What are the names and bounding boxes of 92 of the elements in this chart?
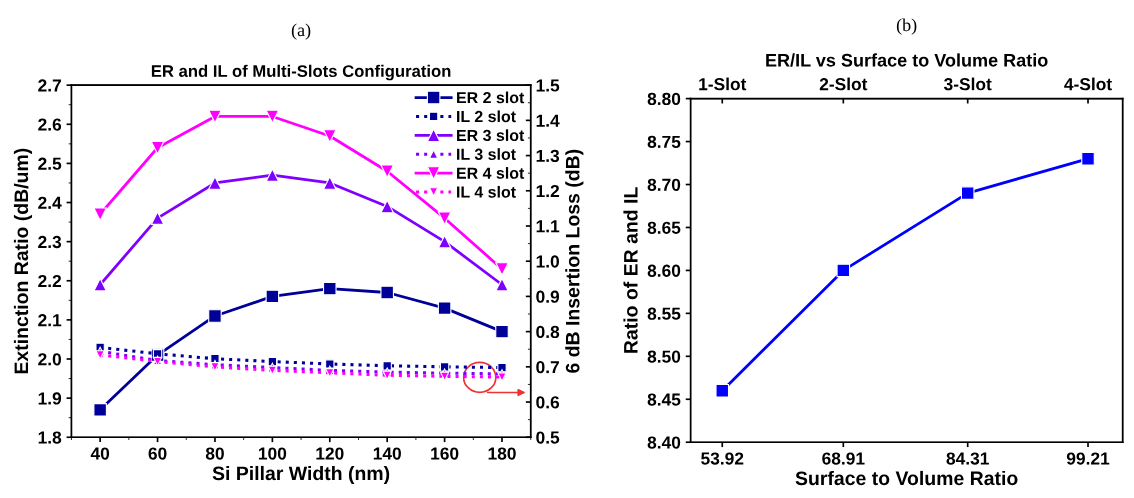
x-tick-label: 120: [316, 447, 344, 460]
y-tick-label: 2.7: [38, 79, 61, 92]
y2-tick-label: 1.2: [536, 184, 560, 198]
y-axis-title: Extinction Ratio (dB/um): [13, 148, 33, 374]
point: [715, 383, 730, 398]
point: [150, 140, 165, 155]
legend-label: ER 2 slot: [457, 91, 525, 104]
point: [93, 207, 107, 222]
point: [322, 281, 337, 296]
point: [836, 263, 851, 278]
y2-tick-label: 0.7: [536, 360, 559, 374]
y2-axis-title: 6 dB Insertion Loss (dB): [565, 149, 584, 373]
point: [382, 361, 392, 371]
point: [265, 168, 280, 182]
legend-label: IL 3 slot: [457, 148, 516, 160]
y-tick-label: 2.1: [38, 314, 62, 327]
point: [208, 309, 222, 323]
x-tick-label: 84.31: [946, 452, 989, 465]
y-tick-label: 8.60: [647, 264, 681, 277]
y2-tick-label: 0.8: [536, 325, 560, 339]
x-tick-label: 160: [431, 447, 459, 460]
y2-tick-label: 1.5: [536, 79, 560, 92]
y-tick-label: 2.4: [38, 196, 62, 209]
annotation: 2-Slot: [819, 77, 868, 91]
point: [95, 350, 105, 360]
point: [208, 176, 222, 190]
x-tick-label: 180: [488, 447, 516, 460]
x-tick-label: 99.21: [1066, 452, 1110, 465]
y-tick-label: 1.9: [38, 392, 62, 405]
y-tick-label: 8.45: [647, 393, 681, 406]
chart-title: ER and IL of Multi-Slots Configuration: [151, 64, 451, 81]
y-tick-label: 8.65: [647, 221, 681, 234]
legend-label: IL 2 slot: [457, 110, 516, 123]
y2-tick-label: 0.9: [536, 290, 560, 303]
x-axis-title: Surface to Volume Ratio: [795, 470, 1018, 486]
y-tick-label: 8.50: [647, 350, 681, 363]
point: [380, 199, 394, 214]
point: [495, 262, 509, 276]
point: [265, 289, 280, 304]
y-tick-label: 2.2: [38, 274, 62, 288]
chart-title: ER/IL vs Surface to Volume Ratio: [766, 53, 1048, 67]
x-tick-label: 40: [90, 447, 110, 460]
point: [322, 176, 337, 190]
y-tick-label: 2.5: [38, 157, 62, 170]
y-tick-label: 2.0: [38, 353, 62, 366]
point: [495, 277, 509, 292]
x-tick-label: 80: [205, 447, 224, 460]
y2-tick-label: 1.3: [536, 149, 560, 163]
y-tick-label: 2.6: [38, 118, 62, 131]
point: [380, 285, 394, 300]
y2-tick-label: 1.1: [536, 220, 560, 233]
point: [439, 362, 450, 372]
point: [437, 301, 452, 315]
point: [960, 186, 975, 200]
text: (b): [896, 18, 917, 35]
y2-tick-label: 1.0: [536, 255, 559, 268]
point: [380, 164, 394, 179]
y-tick-label: 1.8: [38, 431, 62, 444]
legend-label: ER 3 slot: [457, 129, 525, 142]
annotation: 1-Slot: [699, 77, 747, 91]
point: [265, 109, 280, 124]
text: (a): [291, 23, 311, 40]
y-tick-label: 8.55: [647, 307, 681, 320]
y2-tick-label: 0.6: [536, 396, 560, 409]
y-tick-label: 8.70: [647, 178, 681, 191]
y2-tick-label: 0.5: [536, 431, 560, 444]
y-tick-label: 2.3: [38, 235, 62, 249]
x-axis-title: Si Pillar Width (nm): [212, 465, 390, 485]
y-tick-label: 8.75: [647, 135, 681, 149]
x-tick-label: 100: [258, 447, 287, 460]
y2-tick-label: 1.4: [536, 114, 560, 127]
x-tick-label: 140: [373, 447, 401, 460]
point: [208, 109, 222, 124]
x-tick-label: 68.91: [822, 452, 865, 465]
point: [93, 277, 107, 292]
annotation: 3-Slot: [943, 77, 992, 91]
point: [1081, 151, 1095, 166]
y-tick-label: 8.80: [647, 92, 681, 106]
legend-label: IL 4 slot: [457, 185, 516, 198]
point: [325, 359, 335, 369]
point: [322, 129, 337, 143]
annotation: 4-Slot: [1064, 77, 1112, 91]
y-axis-title: Ratio of ER and IL: [623, 187, 638, 353]
x-tick-label: 60: [148, 447, 167, 460]
point: [93, 403, 107, 417]
point: [437, 211, 452, 225]
x-tick-label: 53.92: [701, 452, 744, 465]
legend-label: ER 4 slot: [457, 167, 525, 179]
y-tick-label: 8.40: [647, 436, 681, 449]
point: [495, 324, 509, 339]
point: [437, 234, 452, 249]
point: [150, 211, 165, 225]
